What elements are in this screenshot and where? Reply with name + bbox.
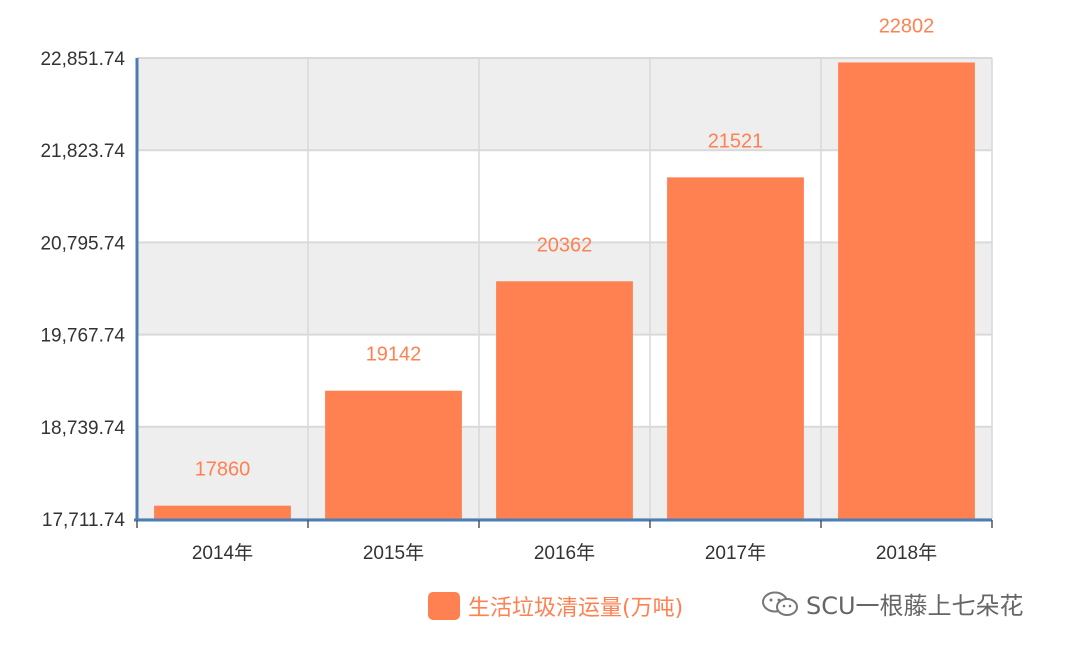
y-tick-label: 17,711.74 — [42, 510, 126, 531]
data-label: 19142 — [366, 344, 422, 366]
x-tick-label: 2017年 — [705, 542, 766, 564]
x-tick-label: 2018年 — [876, 542, 937, 564]
wechat-icon — [762, 591, 798, 616]
y-tick-label: 22,851.74 — [40, 49, 125, 70]
x-tick-label: 2014年 — [192, 542, 253, 564]
bars — [154, 62, 975, 519]
data-label: 20362 — [537, 234, 593, 256]
watermark: SCU一根藤上七朵花 — [760, 586, 1024, 621]
data-label: 17860 — [195, 459, 251, 481]
y-axis-tick-labels: 17,711.74 18,739.74 19,767.74 20,795.74 21,8… — [40, 49, 125, 531]
bar-2015年 — [325, 390, 462, 519]
bar-2014年 — [154, 505, 291, 519]
legend[interactable]: 生活垃圾清运量(万吨) — [428, 590, 683, 622]
bar-2018年 — [838, 62, 975, 519]
data-label: 21521 — [708, 130, 764, 152]
y-tick-label: 21,823.74 — [40, 141, 125, 162]
legend-swatch — [428, 592, 460, 620]
y-tick-label: 19,767.74 — [40, 326, 125, 347]
bar-chart: 17860 19142 20362 21521 22802 17,711.74 18,73… — [40, 15, 993, 564]
bar-2016年 — [496, 281, 633, 519]
data-label: 22802 — [879, 15, 935, 37]
axes — [134, 58, 993, 528]
watermark-text: SCU一根藤上七朵花 — [806, 592, 1024, 620]
legend-label: 生活垃圾清运量(万吨) — [468, 596, 684, 621]
bar-2017年 — [667, 177, 804, 519]
x-axis-tick-labels: 2014年 2015年 2016年 2017年 2018年 — [192, 542, 937, 564]
y-tick-label: 18,739.74 — [40, 418, 125, 439]
y-tick-label: 20,795.74 — [40, 233, 125, 254]
x-tick-label: 2015年 — [363, 542, 424, 564]
x-tick-label: 2016年 — [534, 542, 595, 564]
data-labels: 17860 19142 20362 21521 22802 — [195, 15, 935, 480]
